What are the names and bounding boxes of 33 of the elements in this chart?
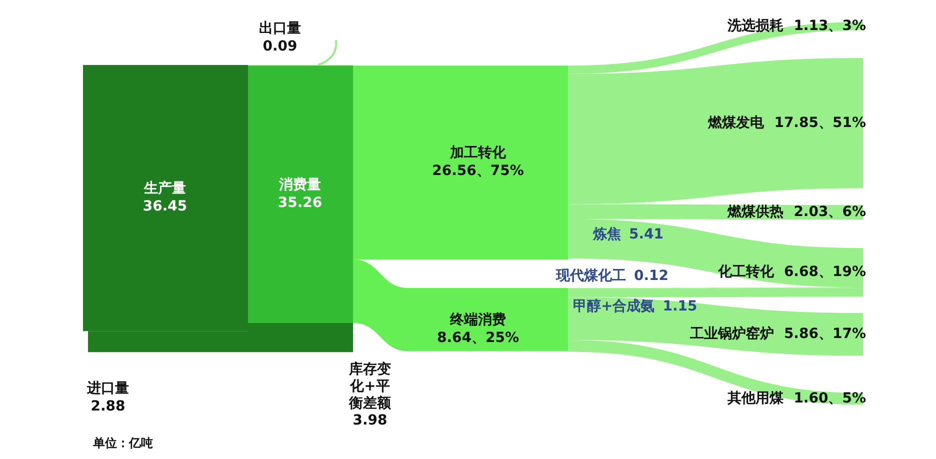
category-label: 消费量 [278,176,321,193]
category-label: 工业锅炉窑炉 [688,325,774,342]
data-label: 26.56、75% [432,163,524,180]
data-label: 5.41 [629,226,664,242]
data-label: 2.88 [90,398,126,415]
category-label: 出口量 [259,20,301,37]
category-label: 洗选损耗 [726,18,784,34]
category-label: 库存变化+平衡差额 [348,360,392,412]
data-label: 35.26 [278,194,322,211]
data-label: 1.13、3% [794,18,866,34]
category-label: 甲醇+合成氨 [573,298,655,315]
category-label: 加工转化 [449,145,507,162]
data-label: 6.68、19% [784,264,866,280]
data-label: 17.85、51% [774,114,866,131]
data-label: 36.45 [142,198,188,215]
text: 单位：亿吨 [92,436,153,450]
category-label: 生产量 [143,180,186,197]
category-label: 终端消费 [449,312,506,328]
category-label: 化工转化 [716,264,775,280]
data-label: 3.98 [352,412,388,429]
category-label: 现代煤化工 [555,268,626,284]
data-label: 5.86、17% [784,326,866,342]
data-label: 1.60、5% [794,390,866,406]
category-label: 燃煤发电 [707,114,766,131]
data-label: 0.12 [634,268,669,284]
data-label: 0.09 [262,38,298,55]
data-label: 2.03、6% [794,204,866,220]
data-label: 8.64、25% [436,330,520,346]
category-label: 炼焦 [592,226,621,242]
category-label: 其他用煤 [726,390,785,406]
category-label: 燃煤供热 [726,204,784,220]
data-label: 1.15 [662,298,698,315]
category-label: 进口量 [86,380,129,397]
